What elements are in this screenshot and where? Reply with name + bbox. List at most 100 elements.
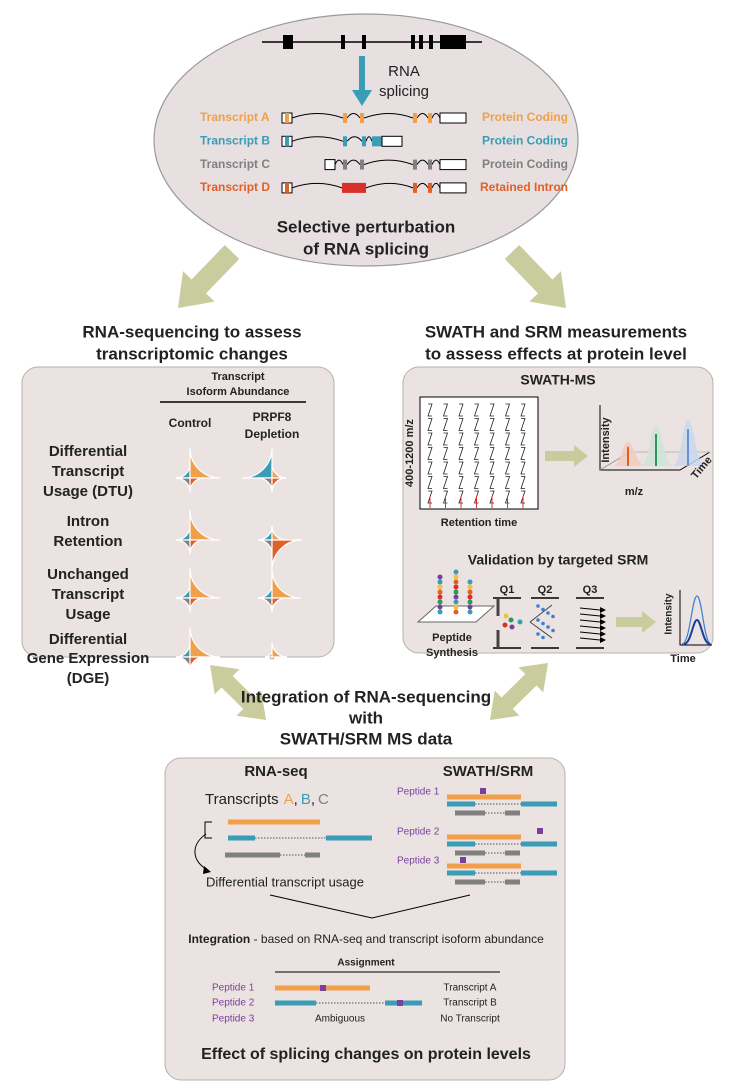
residue [437,609,443,615]
cds [285,113,289,123]
cds [285,182,289,193]
exon [440,35,466,49]
label: Differential transcript usage [206,874,364,889]
swath-window [489,447,495,460]
label: Intron [67,513,110,530]
swath-window [489,461,495,475]
q3-path [579,625,601,629]
swath-window [520,432,526,446]
swath-window [442,432,449,446]
fragment [551,628,555,633]
abundance-quadrant [189,539,205,555]
label: SWATH/SRM [443,763,534,780]
swath-window [520,461,526,475]
swath-window [442,418,449,431]
label: Transcript B [443,998,497,1009]
swath-window [458,418,464,431]
label: Unchanged [47,566,129,583]
label: Retained Intron [480,180,568,194]
exon [360,113,364,123]
abundance-quadrant [189,509,221,541]
q3-path [579,607,601,611]
label: splicing [379,83,429,100]
exon [428,182,432,193]
q3-path [579,613,601,617]
label: Isoform Abundance [187,386,290,398]
transcript-bar [225,852,280,858]
bracket [204,821,212,839]
label: Selective perturbation [277,217,456,236]
residue [437,574,443,580]
label: Control [169,416,212,430]
utr [381,135,403,147]
q2-fan [529,604,553,639]
label: Intensity [664,593,675,635]
label: Peptide 2 [212,998,255,1009]
swath-window [427,432,433,446]
abundance-quadrant [241,447,273,479]
ion [508,617,514,623]
intron [334,159,344,165]
residue [453,574,459,580]
exon [362,35,366,49]
label: Gene Expression [27,650,150,667]
residue [437,594,443,600]
label: Effect of splicing changes on protein le… [201,1046,531,1063]
label: (DGE) [67,670,110,687]
abundance-quadrant [189,656,205,672]
arrow [545,445,588,467]
exon [413,182,417,193]
intron [291,136,344,142]
intron [291,113,344,119]
intron [416,159,429,165]
label: Transcript A [200,110,270,124]
arrow [210,665,266,720]
fragment [541,621,545,626]
exon [428,113,432,123]
arrow [178,245,240,308]
swath-window [427,418,433,431]
intron [365,136,373,142]
intron [363,159,414,166]
transcript-bar [505,879,520,885]
fragment [551,614,555,619]
q3-path [579,637,601,641]
exon [413,113,417,123]
transcript-bar [455,810,485,816]
label: Peptide [432,632,472,644]
arrow [504,245,566,308]
transcript-letter: A [284,791,294,808]
transcript-bar [305,852,320,858]
swath-grid [419,396,539,510]
label: Assignment [337,958,395,969]
swath-window [489,432,495,446]
exon [362,136,366,147]
q3-head [600,619,606,625]
residue [467,609,473,615]
transcript-bar [455,850,485,856]
exon [360,159,364,170]
exon [343,136,347,147]
label: Depletion [245,427,300,441]
transcript-bar [228,835,255,841]
swath-window [504,461,511,475]
abundance-quadrant [189,447,221,479]
swath-window [473,403,480,417]
label: of RNA splicing [303,239,429,258]
swath-window [458,432,464,446]
fragment [546,625,550,629]
swath-window [473,476,480,489]
label: Retention time [441,517,517,529]
ion [509,624,515,630]
abundance-quadrant [271,641,288,658]
swath-window [442,447,449,460]
label: Q1 [500,584,515,596]
separator: , [294,791,298,808]
exon [372,136,382,147]
label: Protein Coding [482,133,568,147]
ion [502,622,508,628]
abundance-quadrant [271,656,280,665]
label: Peptide 3 [397,856,440,867]
exon [343,113,347,123]
